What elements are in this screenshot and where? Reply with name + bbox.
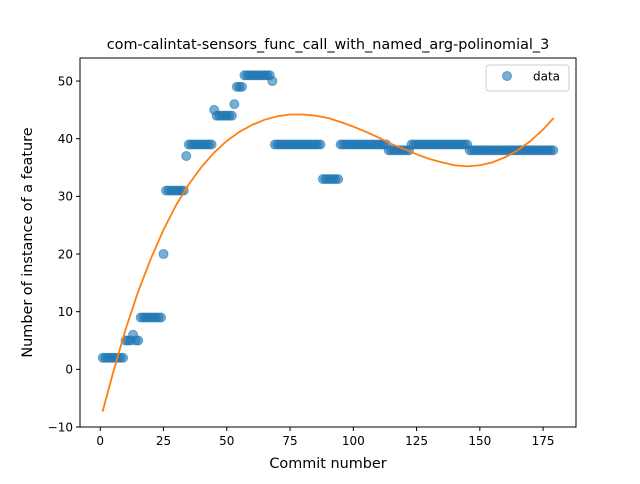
data-point [133,335,144,346]
data-point [333,174,344,185]
y-tick-label: −10 [48,420,73,434]
data-point [267,76,278,87]
data-point [155,312,166,323]
x-tick-label: 150 [468,434,491,448]
y-tick-label: 10 [58,305,73,319]
y-tick-label: 30 [58,190,73,204]
data-point [181,151,192,162]
y-axis: −10 0 10 20 30 40 50 [48,74,80,434]
plot-area [97,70,559,412]
data-point [158,249,169,260]
x-tick-label: 175 [532,434,555,448]
y-tick-label: 0 [65,363,73,377]
axes-frame [79,57,577,428]
x-tick-label: 100 [342,434,365,448]
x-axis: 0 25 50 75 100 125 150 175 [96,427,555,448]
data-point [229,99,240,110]
x-tick-label: 125 [405,434,428,448]
x-tick-label: 75 [282,434,297,448]
x-tick-label: 25 [156,434,171,448]
x-tick-label: 0 [96,434,104,448]
data-point [315,139,326,150]
fit-curve [101,113,555,412]
y-tick-label: 50 [58,74,73,88]
chart-title: com-calintat-sensors_func_call_with_name… [107,37,550,53]
data-point [226,110,237,121]
x-axis-label: Commit number [269,456,386,472]
legend-marker-data [502,71,512,81]
y-axis-label: Number of instance of a feature [20,127,36,357]
y-tick-label: 20 [58,247,73,261]
legend: data [485,64,570,92]
legend-label-data: data [533,70,560,84]
data-point [118,352,129,363]
x-tick-label: 50 [219,434,234,448]
y-tick-label: 40 [58,132,73,146]
data-point [548,145,559,156]
data-point [206,139,217,150]
data-point [236,81,247,92]
